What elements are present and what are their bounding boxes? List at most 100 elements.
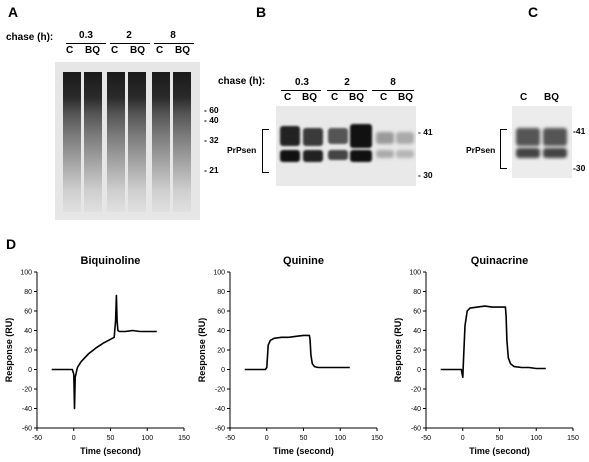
panel-b-timepoint-2-underline bbox=[327, 90, 367, 91]
panel-c-band-label: PrPsen bbox=[466, 145, 496, 155]
panel-a-lane-label: BQ bbox=[130, 45, 145, 56]
panel-a-lane-label: C bbox=[66, 45, 74, 56]
y-tick-label: 20 bbox=[24, 348, 32, 355]
panel-b-timepoint-3: 8 bbox=[390, 77, 396, 88]
x-tick-label: 150 bbox=[371, 435, 383, 442]
panel-a-lane-label: C bbox=[156, 45, 164, 56]
panel-b-timepoint-2: 2 bbox=[344, 77, 350, 88]
response-curve bbox=[51, 294, 157, 410]
panel-a-timepoint-2-underline bbox=[110, 43, 150, 44]
panel-a-gel-image bbox=[55, 62, 200, 220]
x-tick-label: 50 bbox=[300, 435, 308, 442]
marker-value: 21 bbox=[209, 165, 219, 175]
x-axis-label: Time (second) bbox=[80, 446, 141, 456]
gel-band bbox=[303, 128, 323, 146]
x-tick-label: 0 bbox=[461, 435, 465, 442]
panel-c-marker: -41 bbox=[573, 126, 586, 136]
response-curve bbox=[244, 334, 350, 371]
panel-a-chase-label: chase (h): bbox=[6, 32, 54, 43]
chart-title: Quinine bbox=[283, 255, 324, 267]
panel-a-marker: - 60 bbox=[204, 105, 219, 115]
y-tick-label: 80 bbox=[24, 289, 32, 296]
panel-b-lane-label: C bbox=[380, 92, 388, 103]
y-tick-label: 60 bbox=[24, 309, 32, 316]
x-tick-label: 100 bbox=[530, 435, 542, 442]
gel-band bbox=[396, 150, 414, 158]
y-tick-label: 100 bbox=[20, 270, 32, 277]
y-tick-label: 40 bbox=[217, 328, 225, 335]
y-tick-label: 60 bbox=[217, 309, 225, 316]
x-tick-label: -50 bbox=[421, 435, 431, 442]
y-tick-label: -20 bbox=[411, 387, 421, 394]
marker-value: 30 bbox=[423, 170, 433, 180]
panel-a-timepoint-1: 0.3 bbox=[79, 30, 93, 41]
panel-b-lane-label: BQ bbox=[302, 92, 317, 103]
panel-b-timepoint-1: 0.3 bbox=[295, 77, 309, 88]
gel-band bbox=[376, 150, 394, 158]
gel-lane bbox=[63, 72, 81, 212]
y-tick-label: 80 bbox=[413, 289, 421, 296]
panel-a-marker: - 32 bbox=[204, 135, 219, 145]
panel-b-marker: - 30 bbox=[418, 170, 433, 180]
panel-b-lane-label: BQ bbox=[349, 92, 364, 103]
y-tick-label: 60 bbox=[413, 309, 421, 316]
y-tick-label: 80 bbox=[217, 289, 225, 296]
panel-b-timepoint-1-underline bbox=[281, 90, 321, 91]
marker-value: 32 bbox=[209, 135, 219, 145]
gel-band bbox=[328, 128, 348, 144]
x-tick-label: 50 bbox=[107, 435, 115, 442]
y-tick-label: -20 bbox=[215, 387, 225, 394]
panel-a-timepoint-3-underline bbox=[154, 43, 194, 44]
panel-c-bracket bbox=[500, 129, 507, 169]
panel-b-timepoint-3-underline bbox=[372, 90, 414, 91]
y-axis-label: Response (RU) bbox=[197, 318, 207, 383]
panel-b-band-label: PrPsen bbox=[227, 145, 257, 155]
gel-lane bbox=[128, 72, 146, 212]
marker-value: 41 bbox=[575, 126, 586, 136]
gel-band bbox=[543, 148, 567, 158]
sensorgram-quinine: Quinine 100 80 60 40 20 0 -20 -40 -60-50 0 50 100 150… bbox=[197, 255, 383, 456]
panel-c-gel-image bbox=[512, 106, 572, 178]
x-tick-label: 0 bbox=[72, 435, 76, 442]
panel-c-lane-label: BQ bbox=[544, 92, 559, 103]
x-tick-label: 100 bbox=[334, 435, 346, 442]
panel-a-lane-label: C bbox=[111, 45, 119, 56]
chart-title: Quinacrine bbox=[471, 255, 528, 267]
gel-band bbox=[543, 128, 567, 146]
gel-band bbox=[376, 132, 394, 144]
y-tick-label: 20 bbox=[413, 348, 421, 355]
gel-band bbox=[396, 132, 414, 144]
y-tick-label: 20 bbox=[217, 348, 225, 355]
x-tick-label: -50 bbox=[225, 435, 235, 442]
marker-value: 60 bbox=[209, 105, 219, 115]
panel-a-marker: - 40 bbox=[204, 115, 219, 125]
panel-c-lane-label: C bbox=[520, 92, 528, 103]
y-tick-label: -60 bbox=[215, 426, 225, 433]
y-tick-label: 40 bbox=[24, 328, 32, 335]
x-tick-label: 0 bbox=[265, 435, 269, 442]
gel-band bbox=[280, 150, 300, 162]
panel-b-lane-label: BQ bbox=[398, 92, 413, 103]
panel-b-gel-image bbox=[276, 106, 416, 186]
panel-a-lane-label: BQ bbox=[175, 45, 190, 56]
y-axis-label: Response (RU) bbox=[4, 318, 14, 383]
y-tick-label: -60 bbox=[22, 426, 32, 433]
sensorgram-biquinoline: Biquinoline 100 80 60 40 20 0 -20 -40 -60-50 0 50 10… bbox=[4, 255, 190, 456]
gel-band bbox=[516, 148, 540, 158]
x-axis-label: Time (second) bbox=[273, 446, 334, 456]
panel-b-chase-label: chase (h): bbox=[218, 76, 266, 87]
gel-band bbox=[328, 150, 348, 160]
sensorgram-quinacrine: Quinacrine 100 80 60 40 20 0 -20 -40 -60-50 0 50 100… bbox=[393, 255, 579, 456]
y-tick-label: -60 bbox=[411, 426, 421, 433]
gel-band bbox=[280, 126, 300, 146]
panel-b-marker: - 41 bbox=[418, 127, 433, 137]
x-tick-label: 150 bbox=[567, 435, 579, 442]
y-tick-label: 0 bbox=[417, 367, 421, 374]
gel-lane bbox=[84, 72, 102, 212]
gel-lane bbox=[107, 72, 125, 212]
response-curve bbox=[440, 305, 546, 379]
x-tick-label: 150 bbox=[178, 435, 190, 442]
panel-a-timepoint-3: 8 bbox=[170, 30, 176, 41]
marker-value: 40 bbox=[209, 115, 219, 125]
y-tick-label: -40 bbox=[411, 406, 421, 413]
